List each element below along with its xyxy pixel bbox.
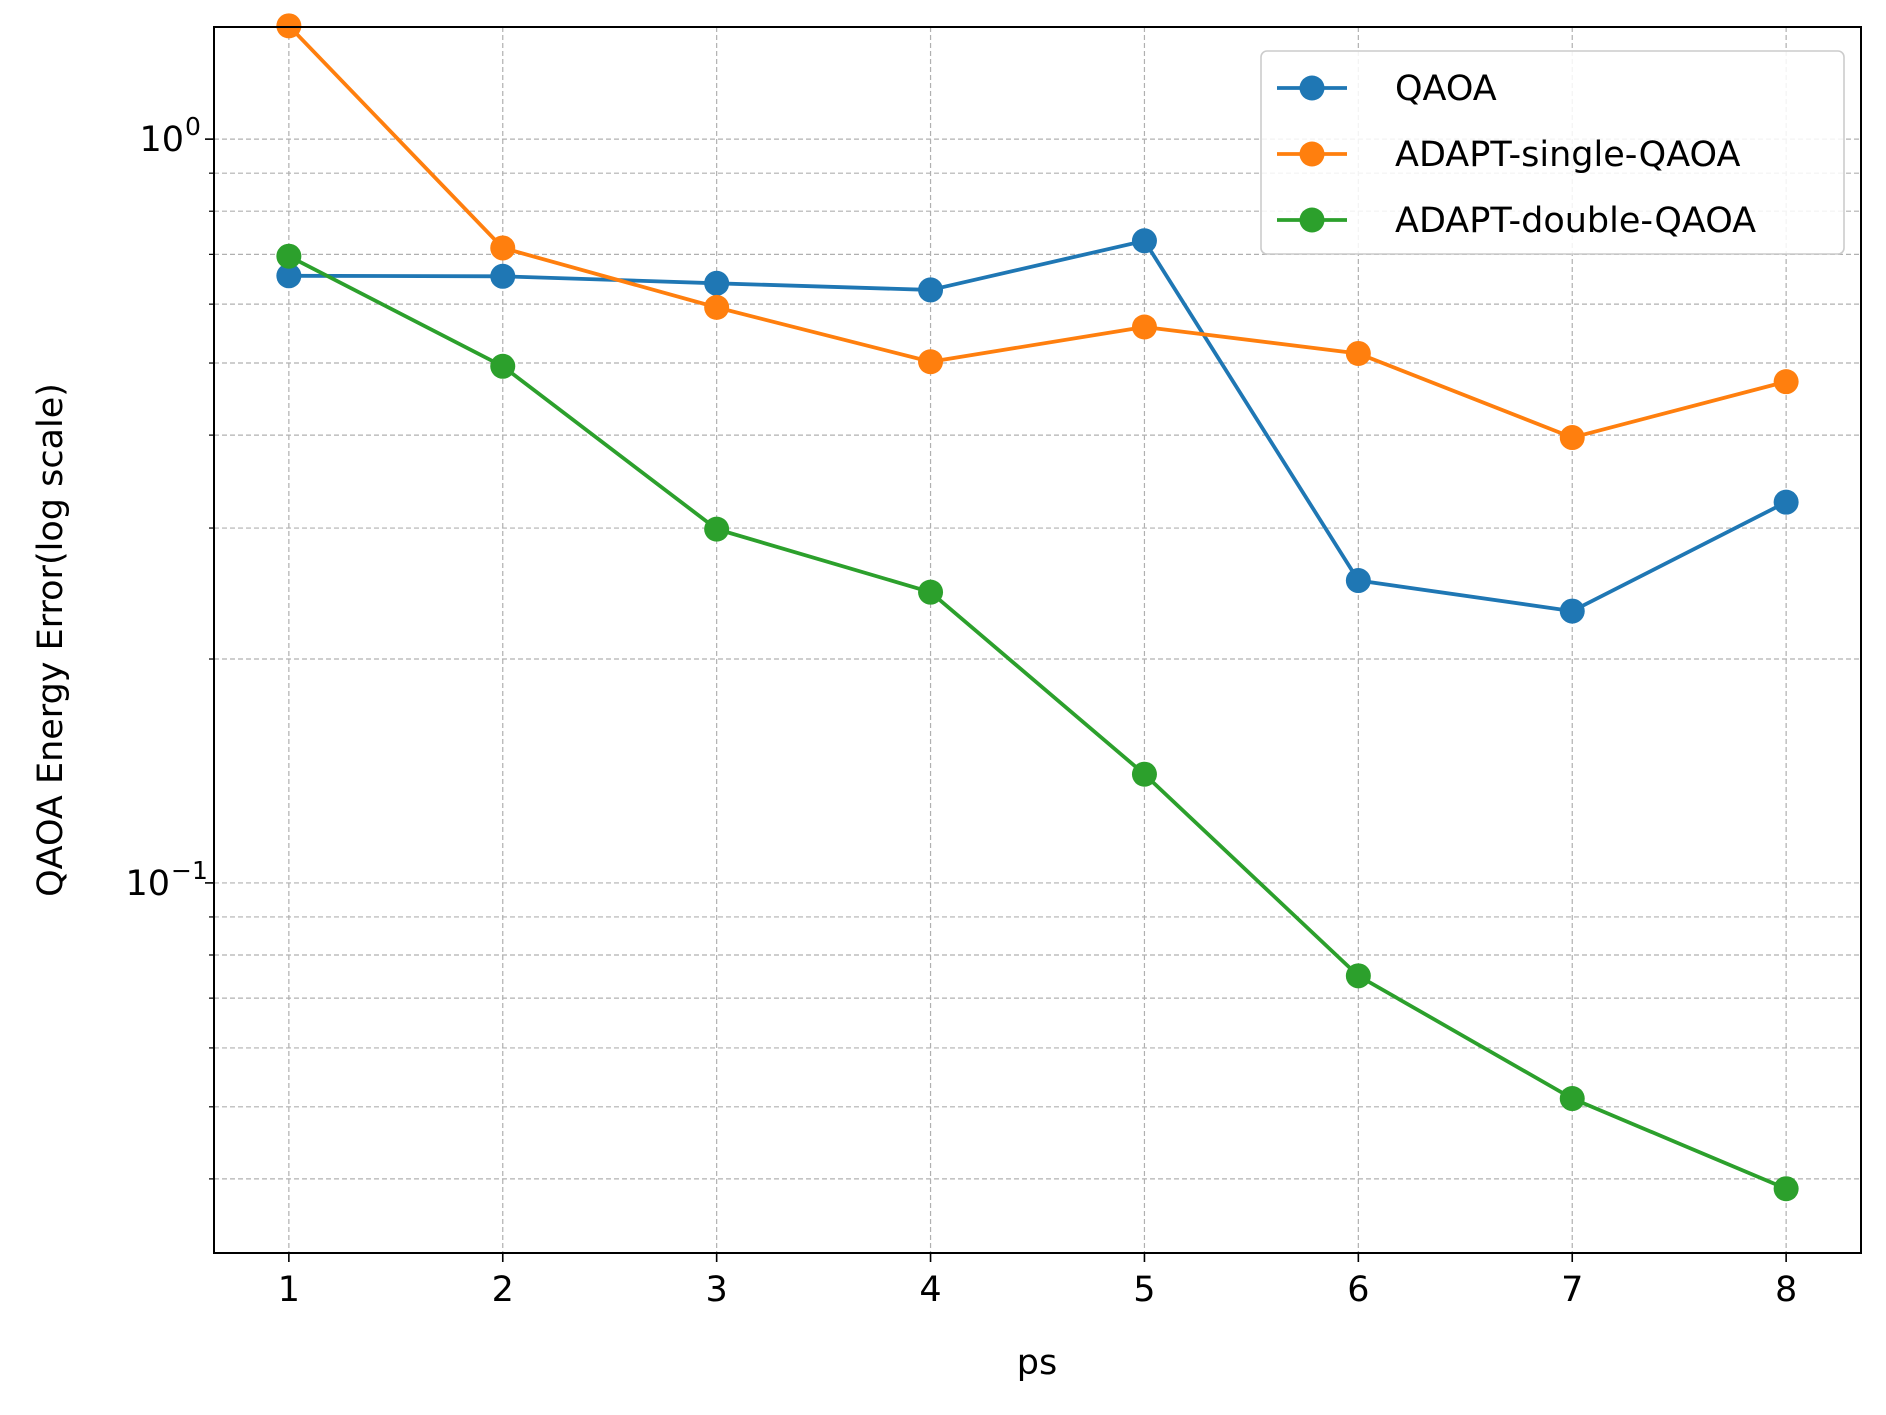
y-tick-label: 10 <box>139 120 184 160</box>
series-line <box>288 238 1787 613</box>
data-point <box>276 13 302 39</box>
data-point <box>918 579 944 605</box>
data-point <box>1559 425 1585 451</box>
data-point <box>490 235 516 261</box>
series-layer <box>276 13 1799 1202</box>
legend-label: ADAPT-double-QAOA <box>1395 201 1756 241</box>
x-tick-label: 8 <box>1775 1270 1797 1310</box>
legend-entry: ADAPT-single-QAOA <box>1277 135 1740 175</box>
data-point <box>704 270 730 296</box>
data-point <box>1131 228 1157 254</box>
data-point <box>1131 314 1157 340</box>
series-line <box>287 254 1787 1191</box>
legend-label: ADAPT-single-QAOA <box>1395 135 1740 175</box>
legend: QAOA ADAPT-single-QAOA ADAPT-double-QAOA <box>1260 50 1845 255</box>
legend-marker <box>1299 141 1325 167</box>
data-point <box>1773 1176 1799 1202</box>
data-point <box>918 349 944 375</box>
data-point <box>1345 340 1371 366</box>
series-1 <box>276 13 1799 451</box>
y-tick-exponent: −1 <box>171 856 208 885</box>
data-point <box>704 516 730 542</box>
data-point <box>704 294 730 320</box>
data-point <box>1131 761 1157 787</box>
data-point <box>276 243 302 269</box>
data-point <box>1559 1086 1585 1112</box>
legend-marker <box>1299 207 1325 233</box>
x-axis: 1 2 3 4 5 6 7 8 <box>278 1253 1797 1310</box>
legend-entry: QAOA <box>1277 69 1497 109</box>
x-tick-label: 5 <box>1133 1270 1155 1310</box>
data-point <box>490 263 516 289</box>
plot-frame <box>213 26 1862 1254</box>
x-axis-label: ps <box>1017 1343 1057 1383</box>
x-tick-label: 7 <box>1561 1270 1583 1310</box>
y-axis-label: QAOA Energy Error(log scale) <box>31 383 71 897</box>
data-point <box>1345 963 1371 989</box>
series-0 <box>276 228 1799 624</box>
y-tick-base: 10 <box>139 120 184 160</box>
x-tick-label: 4 <box>919 1270 941 1310</box>
data-point <box>276 263 302 289</box>
x-tick-label: 6 <box>1347 1270 1369 1310</box>
data-point <box>1773 489 1799 515</box>
data-point <box>1345 568 1371 594</box>
x-tick-label: 2 <box>492 1270 514 1310</box>
legend-entry: ADAPT-double-QAOA <box>1277 201 1756 241</box>
y-tick-exponent: 0 <box>185 112 201 141</box>
data-point <box>918 277 944 303</box>
y-tick-label: 10 <box>125 864 170 904</box>
x-tick-label: 3 <box>706 1270 728 1310</box>
data-point <box>490 353 516 379</box>
legend-marker <box>1299 75 1325 101</box>
data-point <box>1559 598 1585 624</box>
series-2 <box>276 243 1799 1202</box>
legend-frame <box>1260 50 1845 255</box>
legend-label: QAOA <box>1395 69 1497 109</box>
x-tick-label: 1 <box>278 1270 300 1310</box>
y-tick-base: 10 <box>125 864 170 904</box>
series-line <box>287 24 1787 440</box>
data-point <box>1773 369 1799 395</box>
